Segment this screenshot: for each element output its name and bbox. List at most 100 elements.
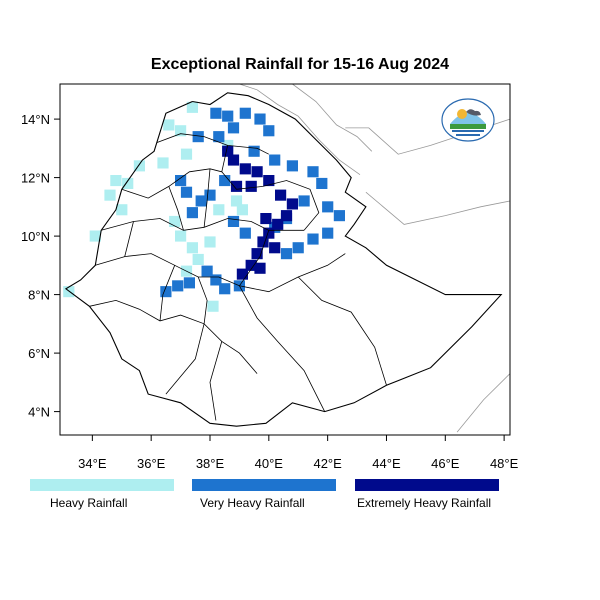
rainfall-cell-very-heavy [172,280,184,292]
rainfall-cell-extremely-heavy [263,175,275,187]
rainfall-cell-heavy [104,189,116,201]
rainfall-cell-extremely-heavy [269,242,281,254]
rainfall-cell-very-heavy [298,195,310,207]
rainfall-cell-very-heavy [186,207,198,219]
rainfall-cell-very-heavy [322,227,334,239]
eritrea-coast [239,83,361,176]
rainfall-cell-very-heavy [219,175,231,187]
rainfall-cell-very-heavy [160,286,172,298]
rainfall-cell-extremely-heavy [239,163,251,175]
legend-label: Very Heavy Rainfall [200,496,305,510]
rainfall-cell-heavy [192,253,204,265]
red-sea-coast [292,83,373,152]
rainfall-cell-heavy [207,300,219,312]
gulf-aden-coast [365,191,511,225]
rainfall-cell-very-heavy [239,107,251,119]
legend-swatch [192,479,336,491]
legend-label: Heavy Rainfall [50,496,128,510]
rainfall-cell-very-heavy [210,274,222,286]
rainfall-cell-very-heavy [269,154,281,166]
rainfall-cell-very-heavy [292,242,304,254]
rainfall-cell-very-heavy [254,113,266,125]
rainfall-cell-heavy [133,160,145,172]
region-line [203,168,211,228]
rainfall-cell-very-heavy [213,131,225,143]
region-line [165,323,205,395]
rainfall-cell-extremely-heavy [227,154,240,166]
y-tick-label: 10°N [21,229,50,244]
rainfall-cell-very-heavy [183,277,195,289]
region-line [221,145,320,231]
region-line [156,133,269,155]
x-tick-label: 42°E [313,456,342,471]
rainfall-cell-very-heavy [248,145,260,157]
region-line [95,253,346,293]
rainfall-cell-extremely-heavy [245,180,257,192]
region-line [89,299,258,374]
region-line [239,230,270,287]
rainfall-cell-extremely-heavy [251,166,263,178]
legend-swatch [30,479,174,491]
rainfall-cell-heavy [116,204,128,216]
x-tick-label: 48°E [490,456,519,471]
region-line [297,276,387,386]
rainfall-cell-very-heavy [286,160,298,172]
rainfall-cell-extremely-heavy [251,248,263,260]
x-tick-label: 40°E [255,456,284,471]
rainfall-cell-very-heavy [307,233,319,245]
region-line [159,265,176,321]
rainfall-cell-very-heavy [195,195,207,207]
rainfall-cell-heavy [236,204,248,216]
y-tick-label: 8°N [28,288,50,303]
rainfall-cell-very-heavy [322,201,334,213]
map-frame [59,83,511,436]
rainfall-cell-heavy [213,204,225,216]
x-tick-label: 36°E [137,456,166,471]
x-tick-label: 44°E [372,456,401,471]
rainfall-cell-very-heavy [280,248,293,260]
rainfall-cell-heavy [230,195,243,207]
rainfall-cell-heavy [175,230,187,242]
rainfall-cell-extremely-heavy [257,236,269,248]
rainfall-cell-very-heavy [210,107,222,119]
rainfall-cell-heavy [89,230,101,242]
rainfall-cell-extremely-heavy [263,227,275,239]
rainfall-cell-heavy [204,236,216,248]
rainfall-cell-very-heavy [201,265,213,277]
rainfall-cell-very-heavy [316,177,328,189]
rainfall-cell-extremely-heavy [254,262,266,274]
region-line [121,168,222,199]
rainfall-layer [63,101,345,312]
rainfall-cell-very-heavy [222,110,234,122]
map-title: Exceptional Rainfall for 15-16 Aug 2024 [150,56,450,73]
rainfall-cell-very-heavy [227,122,240,134]
x-axis-ticks: 34°E 36°E 38°E 40°E 42°E 44°E 46°E 48°E [78,435,519,471]
x-tick-label: 34°E [78,456,107,471]
rainfall-cell-heavy [169,215,181,227]
region-line [239,285,326,412]
rainfall-cell-heavy [157,157,169,169]
rainfall-cell-very-heavy [333,210,345,222]
y-tick-label: 14°N [21,112,50,127]
y-tick-label: 6°N [28,346,50,361]
rainfall-cell-heavy [186,242,198,254]
y-axis-ticks: 14°N 12°N 10°N 8°N 6°N 4°N [21,112,60,420]
rainfall-cell-heavy [175,125,187,137]
rainfall-cell-very-heavy [263,125,275,137]
y-tick-label: 12°N [21,171,50,186]
rainfall-cell-very-heavy [175,175,187,187]
rainfall-cell-extremely-heavy [236,268,248,280]
rainfall-cell-extremely-heavy [280,210,293,222]
rainfall-cell-very-heavy [307,166,319,178]
rainfall-cell-very-heavy [180,186,193,198]
somalia-coast [456,373,511,433]
ethiopia-outline [64,92,503,427]
region-line [197,276,208,324]
rainfall-cell-heavy [63,286,75,298]
region-line [209,341,223,421]
meteorology-agency-logo [440,98,496,142]
rainfall-cell-very-heavy [192,131,204,143]
rainfall-cell-very-heavy [204,189,216,201]
rainfall-cell-extremely-heavy [275,189,287,201]
